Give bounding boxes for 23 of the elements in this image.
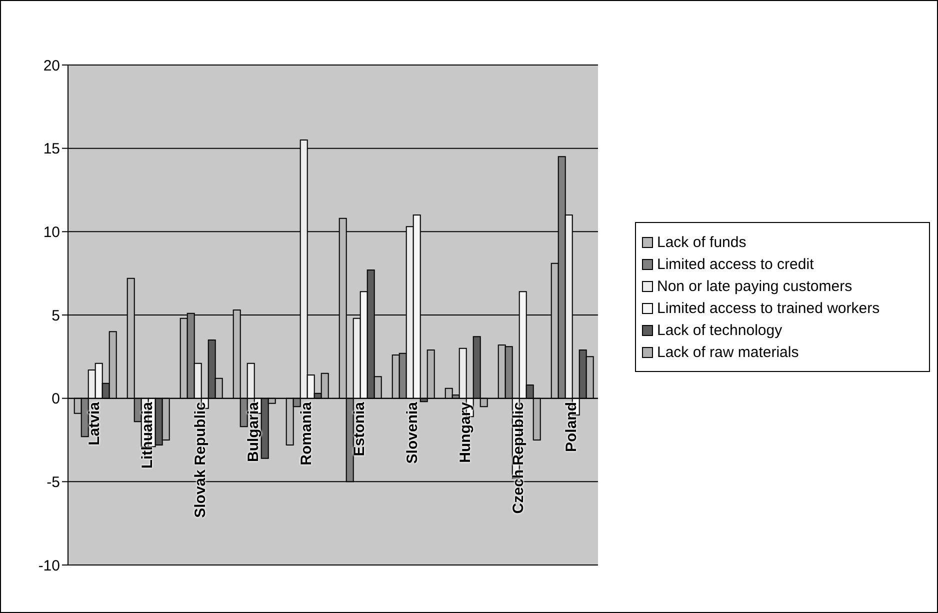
x-tick-label: Bulgaria (244, 402, 262, 462)
x-tick-label: Hungary (456, 402, 474, 464)
legend-label: Limited access to trained workers (657, 300, 880, 316)
x-tick-label: Latvia (86, 402, 102, 446)
legend-label: Non or late paying customers (657, 278, 852, 294)
x-tick-label: Czech Republic (510, 402, 526, 514)
x-tick-label: Slovak Republic (192, 402, 208, 518)
y-tick-label: 15 (43, 140, 60, 158)
y-tick-label: 10 (43, 224, 60, 241)
legend-label: Lack of technology (657, 322, 782, 338)
x-tick-label: Slovenia (404, 402, 420, 464)
y-tick-label: 0 (52, 390, 60, 408)
x-tick-label: Lithuania (138, 402, 156, 469)
y-tick-label: 5 (52, 307, 60, 324)
y-tick-label: -5 (46, 474, 60, 491)
legend-label: Lack of raw materials (657, 344, 799, 360)
y-tick-label: 20 (43, 57, 60, 74)
y-tick-label: -10 (38, 557, 60, 574)
legend-label: Limited access to credit (657, 256, 814, 272)
x-tick-label: Estonia (350, 402, 368, 457)
x-tick-label: Poland (562, 402, 580, 452)
legend-label: Lack of funds (657, 234, 746, 250)
x-tick-label: Romania (298, 402, 314, 466)
